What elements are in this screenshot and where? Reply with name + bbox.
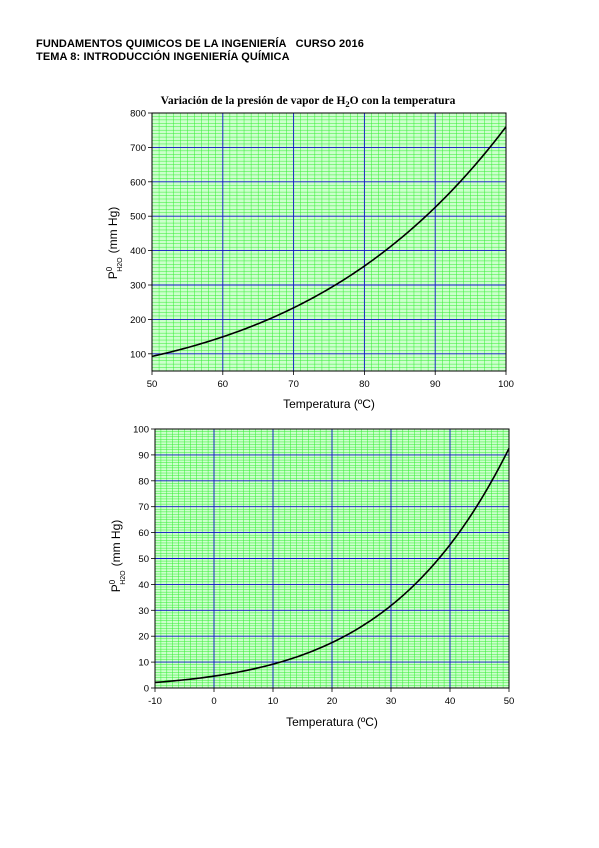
chart-1: 50 60 70 80 90 100 100 200 300 400 500 600 700 800 Var… [105,95,514,411]
x-tick-label: 20 [327,696,338,707]
y-tick-label: 100 [130,349,146,360]
x-tick-label: -10 [148,696,162,707]
y-tick-label: 40 [138,580,149,591]
x-tick-label: 60 [218,379,229,390]
header-course-line: FUNDAMENTOS QUIMICOS DE LA INGENIERÍA CU… [36,38,364,50]
y-tick-label: 800 [130,109,146,120]
x-tick-label: 70 [288,379,299,390]
axis-ticks [148,112,507,375]
x-tick-label: 40 [445,696,456,707]
y-tick-label: 10 [138,658,149,669]
x-tick-label: 90 [430,379,441,390]
x-tick-label: 10 [268,696,279,707]
y-tick-label: 600 [130,177,146,188]
y-tick-label: 400 [130,246,146,257]
y-tick-label: 500 [130,212,146,223]
y-axis-label: P0 H2O(mm Hg) [105,207,124,280]
y-tick-label: 60 [138,528,149,539]
y-axis-label: P0 H2O(mm Hg) [108,520,127,593]
vapor-pressure-curve [154,448,510,684]
x-tick-label: 50 [147,379,158,390]
document-header: FUNDAMENTOS QUIMICOS DE LA INGENIERÍA CU… [36,38,364,64]
y-tick-label: 30 [138,606,149,617]
plot-frame [151,112,507,372]
y-tick-label: 0 [144,684,149,695]
y-tick-label: 20 [138,632,149,643]
chart-2: -10 0 10 20 30 40 500102030405060708090100Temp… [108,425,514,730]
y-tick-label: 200 [130,315,146,326]
x-axis-label: Temperatura (ºC) [283,397,375,411]
axis-ticks [151,428,510,692]
y-tick-label: 100 [133,425,149,436]
y-tick-label: 700 [130,143,146,154]
y-tick-label: 300 [130,281,146,292]
y-tick-label: 70 [138,502,149,513]
x-tick-label: 50 [504,696,515,707]
x-axis-label: Temperatura (ºC) [286,715,378,729]
x-tick-label: 100 [498,379,514,390]
vapor-pressure-curve [151,126,507,358]
y-tick-label: 90 [138,450,149,461]
y-tick-label: 80 [138,476,149,487]
chart-title: Variación de la presión de vapor de H2O … [161,95,456,109]
x-tick-label: 80 [359,379,370,390]
x-tick-label: 30 [386,696,397,707]
header-topic-line: TEMA 8: INTRODUCCIÓN INGENIERÍA QUÍMICA [36,51,290,63]
y-tick-label: 50 [138,554,149,565]
x-tick-label: 0 [211,696,216,707]
